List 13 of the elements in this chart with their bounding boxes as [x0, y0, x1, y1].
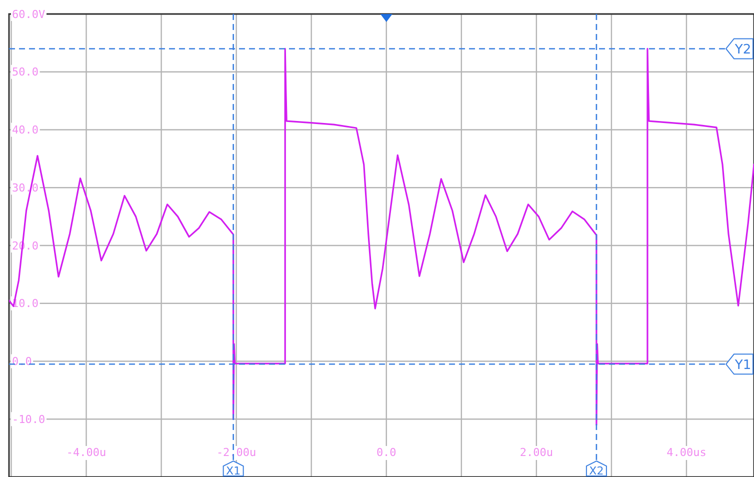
- ref-line-label: X1: [226, 464, 241, 477]
- x-tick-label: 4.00us: [666, 446, 706, 459]
- y-tick-label: 60.0V: [12, 8, 46, 21]
- x-tick-label: 2.00u: [520, 446, 553, 459]
- x-tick-label: -2.00u: [216, 446, 256, 459]
- ref-line-label: X2: [589, 464, 604, 477]
- x-tick-label: 0.0: [376, 446, 396, 459]
- ref-line-label: Y2: [734, 42, 752, 58]
- x-tick-label: -4.00u: [66, 446, 106, 459]
- y-tick-label: -10.0: [12, 412, 46, 426]
- y-tick-label: 40.0: [12, 124, 38, 137]
- y-tick-label: 50.0: [12, 66, 38, 79]
- ref-line-label: Y1: [734, 358, 752, 374]
